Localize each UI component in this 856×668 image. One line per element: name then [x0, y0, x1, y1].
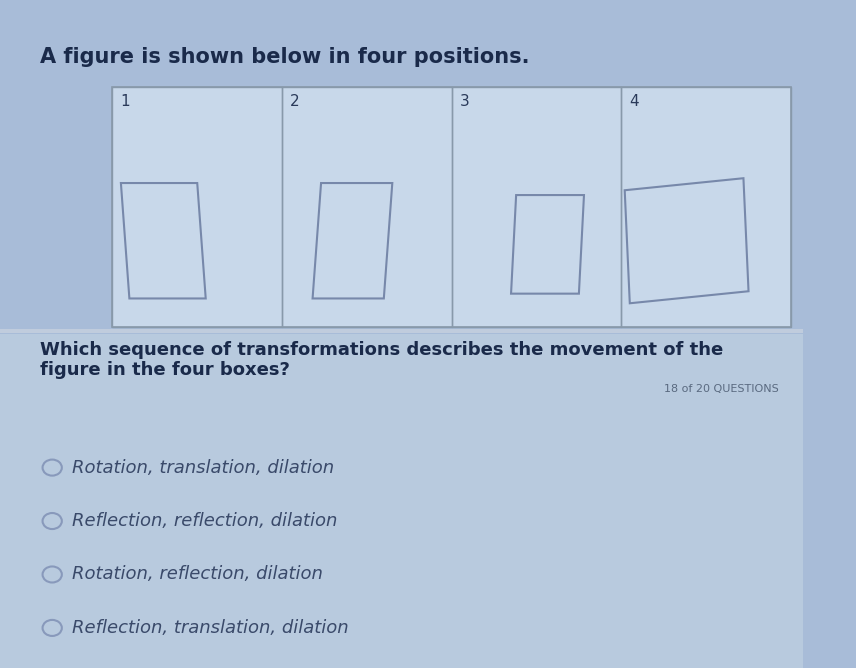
Bar — [112, 87, 282, 327]
Text: Rotation, translation, dilation: Rotation, translation, dilation — [72, 459, 335, 476]
Bar — [452, 87, 621, 327]
Bar — [0, 329, 803, 333]
Text: 18 of 20 QUESTIONS: 18 of 20 QUESTIONS — [664, 384, 779, 394]
Bar — [0, 334, 803, 668]
Bar — [282, 87, 452, 327]
Text: 2: 2 — [290, 94, 300, 108]
Text: A figure is shown below in four positions.: A figure is shown below in four position… — [40, 47, 530, 67]
Text: Reflection, translation, dilation: Reflection, translation, dilation — [72, 619, 349, 637]
Text: Reflection, reflection, dilation: Reflection, reflection, dilation — [72, 512, 337, 530]
Text: Rotation, reflection, dilation: Rotation, reflection, dilation — [72, 566, 324, 583]
Text: Which sequence of transformations describes the movement of the
figure in the fo: Which sequence of transformations descri… — [40, 341, 723, 379]
Bar — [112, 87, 791, 327]
Text: 3: 3 — [460, 94, 469, 108]
Text: 4: 4 — [629, 94, 639, 108]
Bar — [621, 87, 791, 327]
Text: 1: 1 — [121, 94, 130, 108]
